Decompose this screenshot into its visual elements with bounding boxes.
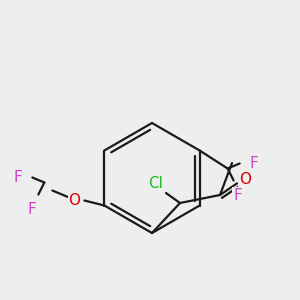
Text: O: O (239, 172, 251, 188)
Text: F: F (28, 202, 37, 217)
Text: F: F (249, 156, 258, 171)
Text: F: F (233, 188, 242, 203)
Text: Cl: Cl (148, 176, 164, 190)
Text: O: O (68, 193, 80, 208)
Text: F: F (14, 170, 23, 185)
